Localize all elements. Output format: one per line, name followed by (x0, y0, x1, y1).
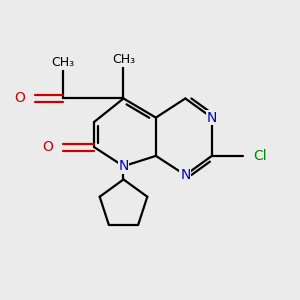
Text: O: O (42, 140, 53, 154)
Text: N: N (180, 168, 190, 182)
Text: CH₃: CH₃ (52, 56, 75, 69)
Text: CH₃: CH₃ (112, 53, 135, 66)
Text: N: N (207, 111, 217, 124)
Text: Cl: Cl (253, 149, 267, 163)
Text: O: O (14, 92, 25, 106)
Text: N: N (118, 159, 129, 173)
